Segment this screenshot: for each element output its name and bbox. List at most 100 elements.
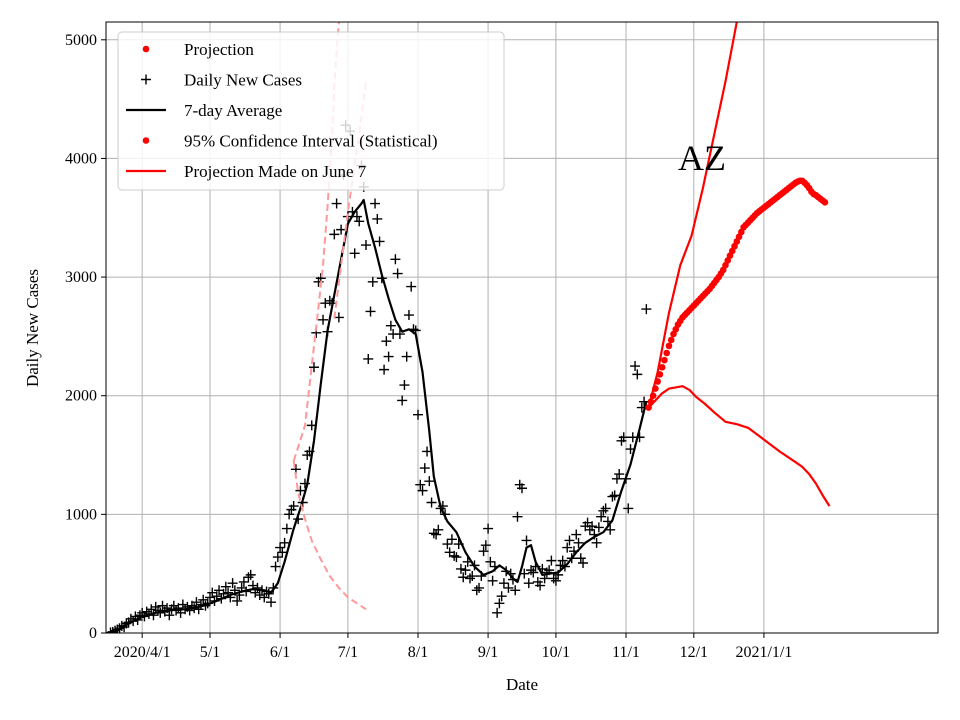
daily-case-point bbox=[392, 268, 403, 279]
daily-case-point bbox=[523, 578, 534, 589]
daily-case-point bbox=[363, 353, 374, 364]
legend-box bbox=[117, 31, 505, 191]
daily-case-point bbox=[243, 572, 254, 583]
daily-case-point bbox=[571, 529, 582, 540]
x-tick-label: 12/1 bbox=[680, 644, 708, 661]
daily-case-point bbox=[480, 540, 491, 551]
daily-case-point bbox=[471, 585, 482, 596]
legend-label: Daily New Cases bbox=[184, 71, 302, 90]
7-day-average-line bbox=[110, 198, 648, 633]
y-tick-label: 3000 bbox=[65, 269, 97, 286]
projection-point bbox=[821, 199, 829, 206]
daily-case-point bbox=[557, 555, 568, 566]
daily-case-point bbox=[367, 276, 378, 287]
daily-case-point bbox=[609, 490, 620, 501]
daily-case-point bbox=[354, 216, 365, 227]
daily-case-point bbox=[591, 537, 602, 548]
daily-case-point bbox=[184, 605, 195, 616]
daily-case-point bbox=[449, 550, 460, 561]
daily-case-point bbox=[512, 511, 523, 522]
daily-case-point bbox=[401, 351, 412, 362]
daily-case-point bbox=[535, 580, 546, 591]
x-tick-label: 2020/4/1 bbox=[114, 644, 171, 661]
daily-case-point bbox=[460, 565, 471, 576]
daily-case-point bbox=[281, 523, 292, 534]
daily-case-point bbox=[383, 351, 394, 362]
daily-case-point bbox=[494, 598, 505, 609]
y-tick-label: 4000 bbox=[65, 150, 97, 167]
daily-case-point bbox=[593, 522, 604, 533]
y-tick-label: 2000 bbox=[65, 388, 97, 405]
daily-case-point bbox=[487, 575, 498, 586]
daily-case-point bbox=[517, 483, 527, 494]
daily-case-point bbox=[455, 563, 466, 574]
daily-case-point bbox=[611, 473, 622, 484]
projection-point bbox=[661, 356, 668, 364]
daily-case-point bbox=[424, 476, 435, 487]
daily-case-point bbox=[573, 537, 584, 548]
daily-case-point bbox=[394, 329, 405, 340]
daily-case-point bbox=[351, 211, 362, 222]
daily-case-point bbox=[288, 501, 299, 512]
95-confidence-interval-statistical-upper-line bbox=[647, 22, 738, 408]
daily-case-point bbox=[381, 336, 392, 347]
daily-case-point bbox=[564, 535, 575, 546]
daily-case-point bbox=[403, 310, 414, 321]
projection-point bbox=[667, 336, 675, 344]
daily-case-point bbox=[365, 306, 376, 317]
daily-case-point bbox=[474, 582, 485, 593]
daily-case-point bbox=[587, 521, 598, 532]
daily-case-point bbox=[598, 505, 609, 516]
daily-case-point bbox=[632, 369, 643, 380]
projection-point bbox=[658, 363, 666, 371]
daily-case-point bbox=[372, 213, 383, 224]
daily-case-point bbox=[275, 542, 286, 553]
legend-label: Projection Made on June 7 bbox=[184, 162, 367, 181]
daily-case-point bbox=[426, 497, 437, 508]
daily-case-point bbox=[263, 588, 274, 599]
y-tick-label: 5000 bbox=[65, 32, 97, 49]
daily-case-point bbox=[446, 534, 457, 545]
legend-dot-marker bbox=[142, 45, 150, 53]
x-tick-label: 5/1 bbox=[200, 644, 220, 661]
daily-case-point bbox=[333, 312, 344, 323]
daily-case-point bbox=[238, 576, 249, 587]
daily-case-point bbox=[562, 542, 573, 553]
daily-case-point bbox=[433, 524, 444, 535]
y-axis-label: Daily New Cases bbox=[23, 269, 42, 387]
daily-case-point bbox=[295, 485, 306, 496]
x-axis-label: Date bbox=[506, 675, 538, 694]
y-tick-label: 1000 bbox=[65, 506, 97, 523]
daily-case-point bbox=[318, 314, 329, 325]
daily-case-point bbox=[252, 582, 263, 593]
daily-case-point bbox=[164, 610, 175, 621]
daily-case-point bbox=[417, 485, 428, 496]
daily-case-point bbox=[413, 409, 423, 420]
daily-case-point bbox=[641, 304, 652, 315]
daily-case-point bbox=[492, 607, 503, 618]
daily-case-point bbox=[442, 539, 453, 550]
daily-case-point bbox=[349, 248, 360, 259]
daily-case-point bbox=[550, 575, 561, 586]
daily-case-point bbox=[618, 432, 629, 443]
daily-case-point bbox=[607, 491, 618, 502]
daily-case-point bbox=[336, 224, 347, 235]
daily-case-point bbox=[431, 529, 442, 540]
legend-dot-marker bbox=[142, 137, 150, 144]
daily-case-point bbox=[329, 229, 340, 240]
daily-case-point bbox=[277, 547, 288, 558]
state-annotation: AZ bbox=[678, 138, 726, 178]
legend-label: 7-day Average bbox=[184, 101, 282, 120]
daily-case-point bbox=[639, 396, 650, 407]
daily-case-point bbox=[146, 604, 157, 615]
daily-case-point bbox=[270, 561, 281, 572]
daily-case-point bbox=[503, 582, 514, 593]
daily-case-point bbox=[191, 597, 202, 608]
plot-area bbox=[106, 22, 831, 633]
daily-case-point bbox=[390, 254, 401, 265]
daily-case-point bbox=[385, 320, 396, 331]
projection-made-on-june-7-lower-line bbox=[292, 460, 367, 611]
daily-case-point bbox=[419, 463, 430, 474]
daily-case-point bbox=[415, 479, 426, 490]
plot-frame bbox=[105, 21, 939, 634]
